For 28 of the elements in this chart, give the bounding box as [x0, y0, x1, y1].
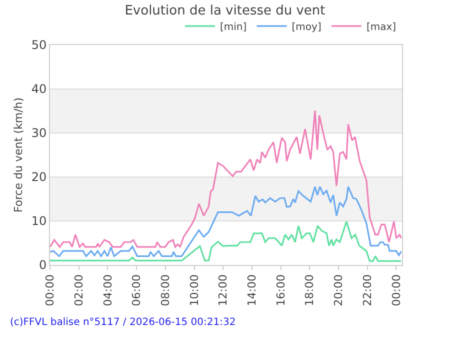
chart-title: Evolution de la vitesse du vent — [124, 3, 326, 18]
y-tick-label: 30 — [31, 126, 47, 140]
legend-label: [moy] — [292, 22, 322, 33]
x-tick-label: 12:00 — [216, 274, 230, 306]
x-tick-label: 10:00 — [188, 274, 201, 306]
line-series — [50, 110, 402, 248]
x-tick-label: 08:00 — [158, 274, 172, 306]
line-series — [50, 186, 402, 257]
legend-label: [min] — [220, 22, 247, 33]
x-tick-label: 00:00 — [390, 274, 403, 306]
x-tick-label: 06:00 — [130, 274, 144, 306]
x-tick-label: 22:00 — [360, 274, 374, 306]
x-tick-label: 18:00 — [303, 274, 316, 306]
text: (c)FFVL balise n°5117 / 2026-06-15 00:21:32 — [10, 317, 236, 328]
y-tick-label: 20 — [31, 170, 47, 184]
y-tick-label: 40 — [31, 82, 47, 96]
x-tick-label: 00:00 — [44, 274, 57, 306]
legend-label: [max] — [366, 22, 396, 33]
x-tick-label: 14:00 — [246, 274, 259, 306]
line-series — [50, 220, 402, 262]
x-tick-label: 02:00 — [72, 274, 86, 306]
x-tick-label: 20:00 — [332, 274, 346, 306]
y-tick-label: 0 — [38, 258, 47, 272]
x-tick-label: 04:00 — [101, 274, 114, 306]
y-tick-label: 50 — [31, 38, 47, 52]
y-axis-title: Force du vent (km/h) — [12, 97, 25, 213]
y-tick-label: 10 — [31, 214, 47, 228]
x-tick-label: 16:00 — [274, 274, 288, 306]
